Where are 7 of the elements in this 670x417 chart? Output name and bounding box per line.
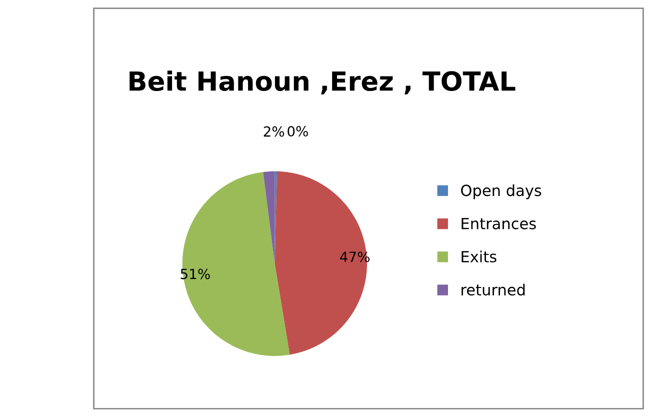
data-label: 2% bbox=[264, 126, 284, 137]
chart-title: Beit Hanoun ,Erez , TOTAL bbox=[130, 70, 516, 94]
legend-label: Open days bbox=[461, 184, 542, 200]
legend-label: Exits bbox=[462, 250, 496, 262]
legend-label: returned bbox=[462, 284, 525, 296]
legend-label: Entrances bbox=[462, 218, 536, 230]
data-label: 0% bbox=[288, 126, 308, 137]
